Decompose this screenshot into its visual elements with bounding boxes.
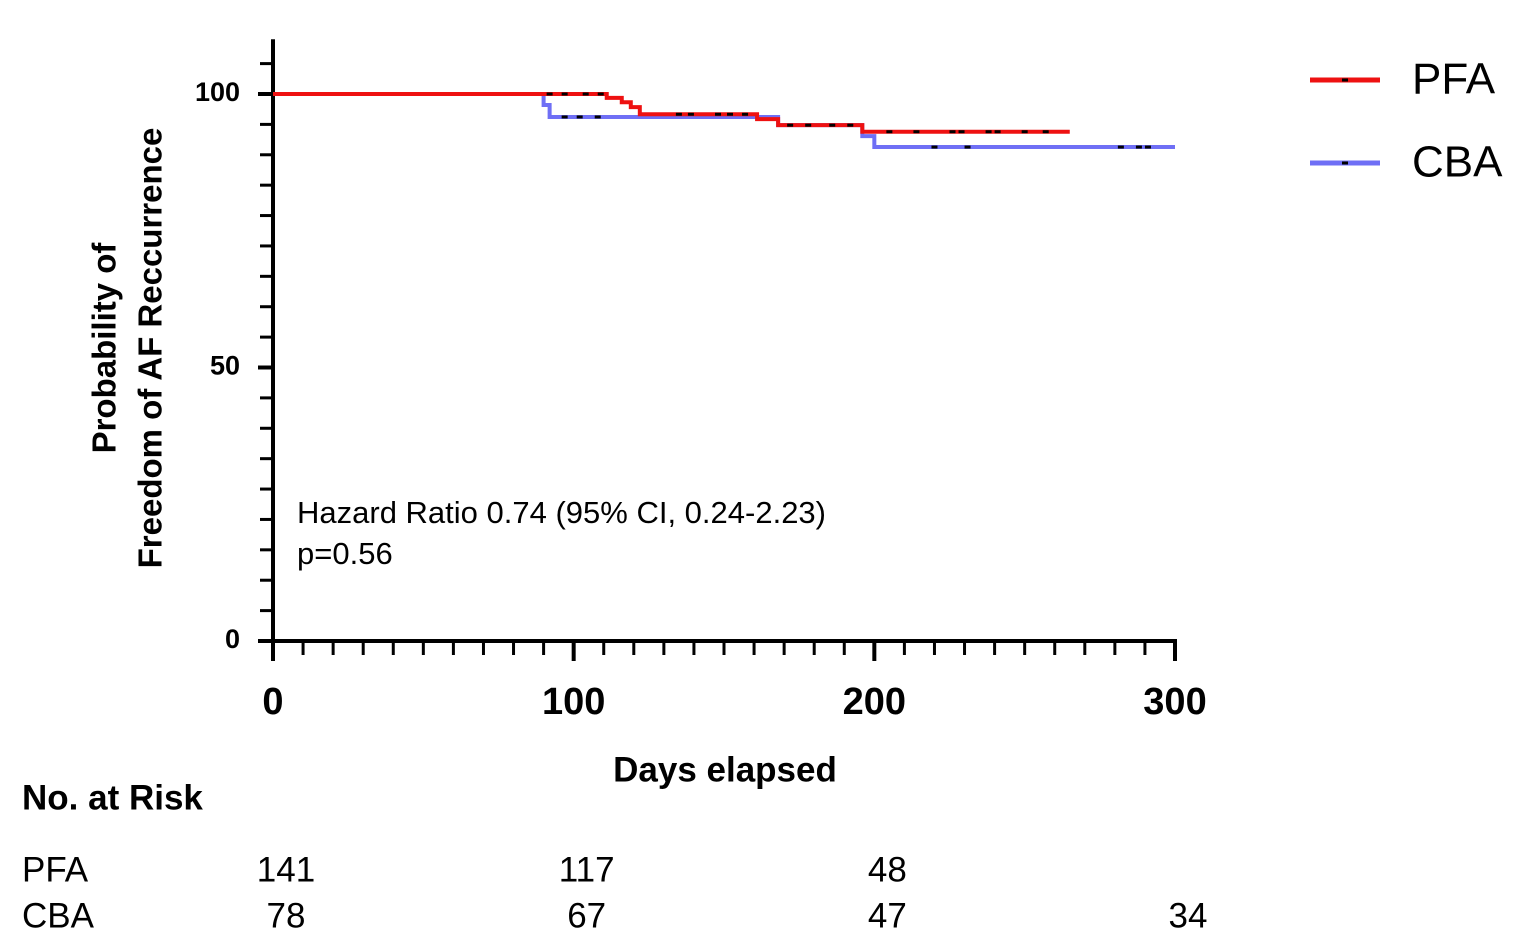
risk-value: 141 [257,850,315,889]
y-axis-title: Freedom of AF Reccurrence [132,128,169,569]
annotation: p=0.56 [297,536,393,571]
annotation: Hazard Ratio 0.74 (95% CI, 0.24-2.23) [297,495,826,530]
survival-curve [273,92,1070,134]
y-tick-label: 0 [225,624,240,654]
legend-label: CBA [1412,138,1503,187]
survival-curve [273,92,1175,150]
risk-value: 47 [868,896,907,935]
x-tick-label: 0 [262,681,283,723]
risk-row-label: CBA [22,896,95,935]
y-axis-title: Probability of [86,242,123,454]
x-tick-label: 100 [542,681,605,723]
x-tick-label: 200 [843,681,906,723]
risk-value: 117 [559,850,615,889]
x-tick-label: 300 [1143,681,1206,723]
risk-row-label: PFA [22,850,89,889]
risk-value: 78 [267,896,306,935]
risk-value: 48 [868,850,907,889]
y-tick-label: 50 [210,351,240,381]
risk-table-title: No. at Risk [22,778,203,817]
risk-value: 67 [567,896,606,935]
y-tick-label: 100 [195,77,240,107]
x-axis-title: Days elapsed [613,750,837,789]
legend-label: PFA [1412,55,1496,104]
risk-value: 34 [1169,896,1208,935]
